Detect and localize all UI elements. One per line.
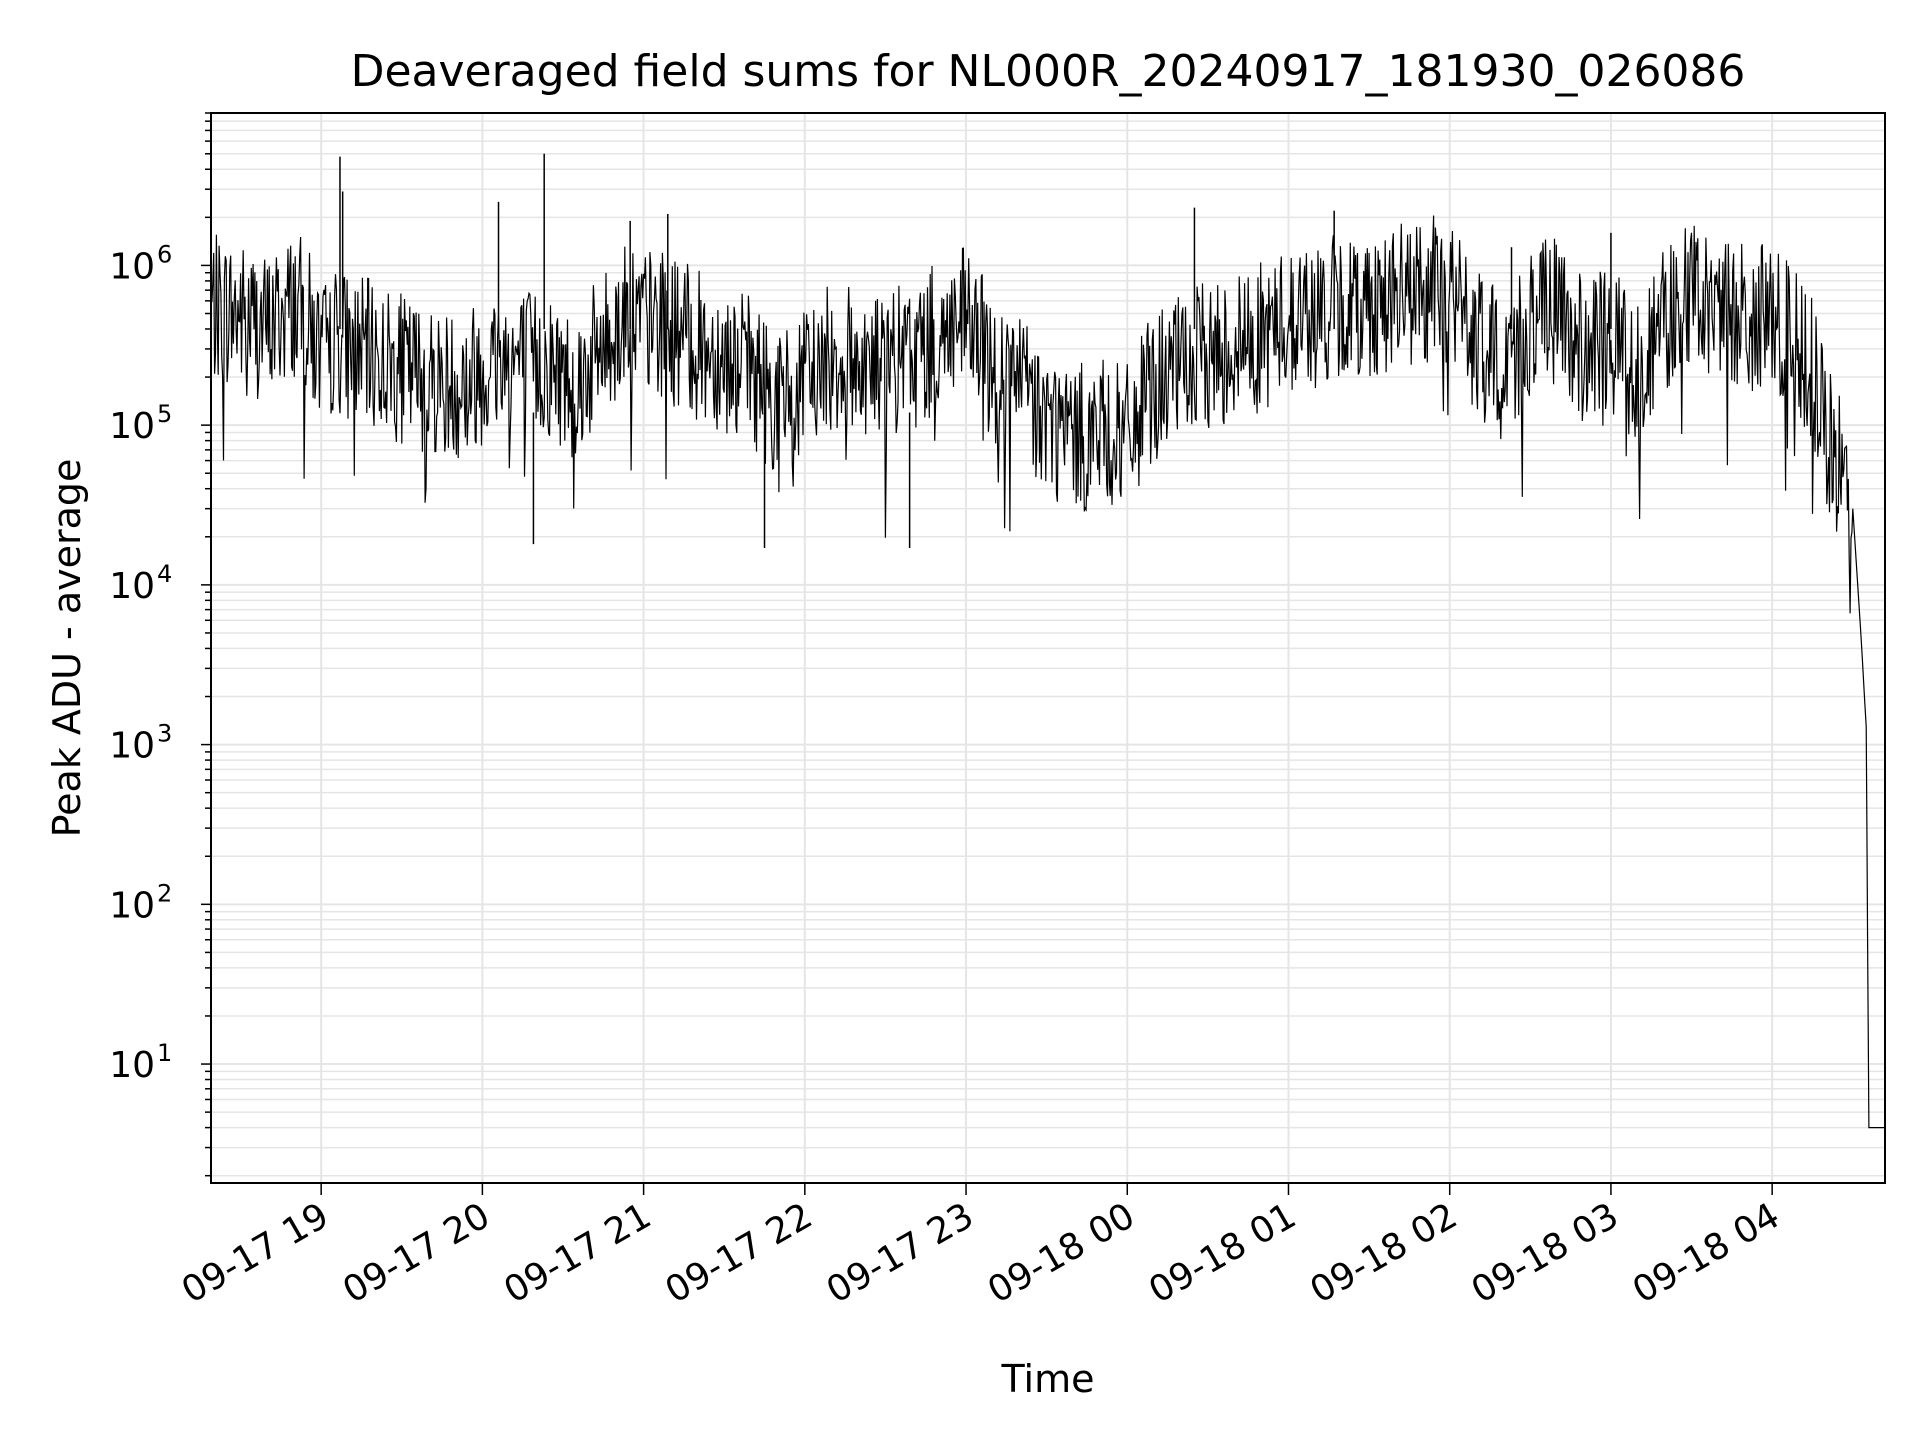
y-tick-label: 10 bbox=[109, 726, 155, 767]
x-axis: 09-17 19 09-17 20 09-17 21 09-17 22 09-17 23… bbox=[175, 1183, 1787, 1312]
x-tick-label: 09-18 04 bbox=[1626, 1195, 1787, 1311]
grid-lines bbox=[211, 112, 1885, 1183]
y-tick-label: 10 bbox=[109, 566, 155, 607]
chart-title: Deaveraged field sums for NL000R_2024091… bbox=[351, 46, 1746, 97]
y-tick-label: 10 bbox=[109, 885, 155, 926]
y-tick-exponent: 2 bbox=[157, 879, 172, 907]
y-tick-label: 10 bbox=[109, 246, 155, 287]
y-tick-exponent: 1 bbox=[157, 1039, 172, 1067]
y-tick-exponent: 3 bbox=[157, 720, 172, 748]
x-tick-label: 09-18 03 bbox=[1465, 1195, 1626, 1311]
y-tick-exponent: 6 bbox=[157, 240, 172, 268]
data-series bbox=[210, 153, 1885, 1129]
y-tick-exponent: 5 bbox=[157, 400, 172, 428]
x-tick-label: 09-17 22 bbox=[659, 1195, 820, 1311]
x-tick-label: 09-17 21 bbox=[497, 1195, 658, 1311]
x-tick-label: 09-18 00 bbox=[981, 1195, 1142, 1311]
series-line bbox=[210, 215, 1885, 1129]
y-tick-exponent: 4 bbox=[157, 560, 172, 588]
y-tick-label: 10 bbox=[109, 1045, 155, 1086]
x-tick-label: 09-18 02 bbox=[1304, 1195, 1465, 1311]
x-tick-label: 09-17 23 bbox=[820, 1195, 981, 1311]
x-tick-label: 09-17 19 bbox=[175, 1195, 336, 1311]
y-tick-label: 10 bbox=[109, 406, 155, 447]
x-tick-label: 09-17 20 bbox=[336, 1195, 497, 1311]
y-axis-label: Peak ADU - average bbox=[45, 459, 89, 838]
x-tick-label: 09-18 01 bbox=[1142, 1195, 1303, 1311]
x-axis-label: Time bbox=[1001, 1357, 1095, 1401]
